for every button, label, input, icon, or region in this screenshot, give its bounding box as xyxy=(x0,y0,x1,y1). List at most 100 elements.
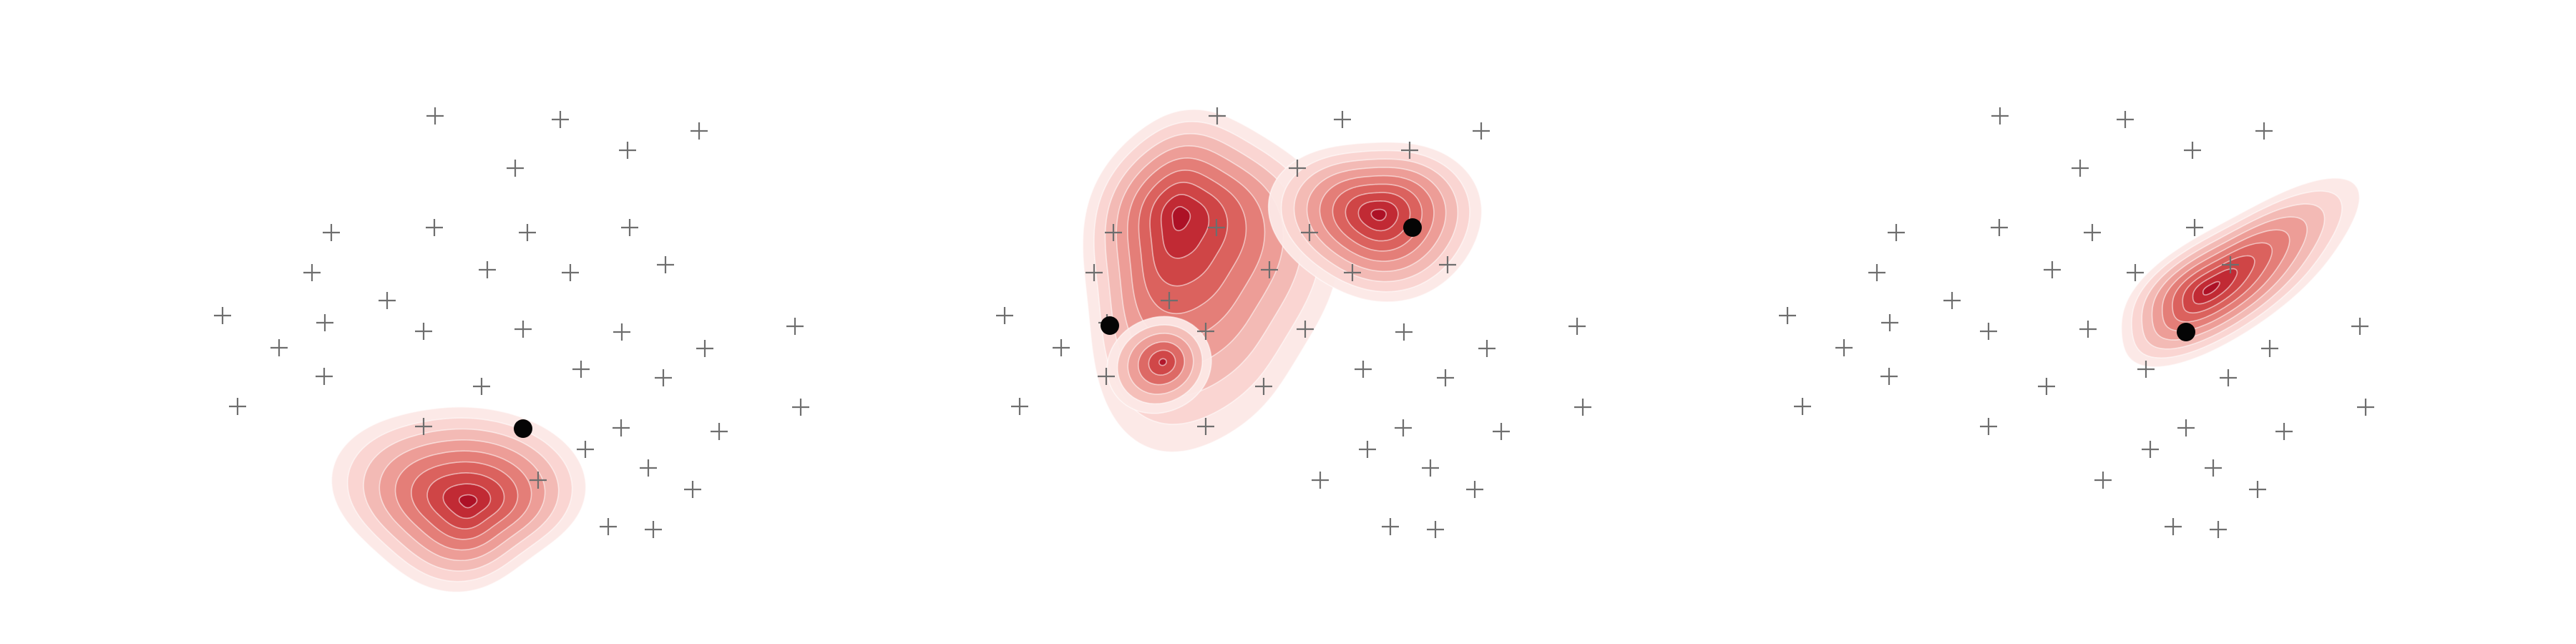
plus-cross-icon xyxy=(1395,419,1412,436)
plus-cross-icon xyxy=(1439,256,1456,273)
plus-cross-icon xyxy=(577,441,594,458)
plus-cross-icon xyxy=(600,518,617,535)
query-point-right xyxy=(2177,323,2195,341)
plus-cross-icon xyxy=(507,160,524,177)
plus-cross-icon xyxy=(786,318,804,335)
plus-cross-icon xyxy=(552,111,569,128)
plus-cross-icon xyxy=(2079,321,2097,338)
plus-cross-icon xyxy=(691,122,708,140)
density-contour-level xyxy=(1158,358,1167,366)
plus-cross-icon xyxy=(1493,423,1510,440)
plus-cross-icon xyxy=(1297,321,1314,338)
plus-cross-icon xyxy=(2038,378,2055,395)
plus-cross-icon xyxy=(415,418,432,435)
plus-cross-icon xyxy=(2249,481,2266,498)
plus-cross-icon xyxy=(1478,340,1496,357)
density-contour-level xyxy=(1171,205,1191,232)
plus-cross-icon xyxy=(619,142,636,159)
plus-cross-icon xyxy=(1197,323,1214,340)
plus-cross-icon xyxy=(2351,318,2368,335)
plus-cross-icon xyxy=(2165,518,2182,535)
plus-cross-icon xyxy=(2186,219,2203,236)
plus-cross-icon xyxy=(1427,521,1444,538)
plus-cross-icon xyxy=(2137,361,2155,378)
plus-cross-icon xyxy=(1991,219,2008,236)
plus-cross-icon xyxy=(1301,224,1318,241)
plus-cross-icon xyxy=(1881,314,1898,331)
plus-cross-icon xyxy=(711,423,728,440)
plus-cross-icon xyxy=(1344,264,1361,281)
plus-cross-icon xyxy=(1208,219,1225,236)
sample-point-grid-left xyxy=(214,107,809,538)
plus-cross-icon xyxy=(415,323,432,340)
density-contour-level xyxy=(2202,280,2220,296)
plus-cross-icon xyxy=(1943,292,1961,309)
plus-cross-icon xyxy=(303,264,321,281)
plus-cross-icon xyxy=(1085,264,1103,281)
sample-point-grid-right xyxy=(1779,107,2374,538)
density-contours-left xyxy=(331,406,587,593)
plus-cross-icon xyxy=(323,224,340,241)
plus-cross-icon xyxy=(1980,323,1997,340)
plus-cross-icon xyxy=(473,378,490,395)
panel-left xyxy=(214,107,809,593)
plus-cross-icon xyxy=(1437,369,1454,386)
plus-cross-icon xyxy=(2357,399,2374,416)
plus-cross-icon xyxy=(1991,107,2009,125)
plus-cross-icon xyxy=(1568,318,1586,335)
plus-cross-icon xyxy=(2044,261,2061,278)
plus-cross-icon xyxy=(1395,323,1413,341)
plus-cross-icon xyxy=(519,224,536,241)
plus-cross-icon xyxy=(270,339,288,356)
plus-cross-icon xyxy=(1466,481,1483,498)
plus-cross-icon xyxy=(426,219,443,236)
plus-cross-icon xyxy=(316,314,333,331)
density-contour-level xyxy=(1370,208,1387,222)
plus-cross-icon xyxy=(2072,160,2089,177)
plus-cross-icon xyxy=(1011,398,1028,415)
plus-cross-icon xyxy=(621,219,638,236)
plus-cross-icon xyxy=(1382,518,1399,535)
plus-cross-icon xyxy=(2255,122,2273,140)
plus-cross-icon xyxy=(214,307,231,324)
sample-point-grid-middle xyxy=(996,107,1591,538)
plus-cross-icon xyxy=(996,307,1013,324)
plus-cross-icon xyxy=(1261,261,1278,278)
plus-cross-icon xyxy=(1053,339,1070,356)
plus-cross-icon xyxy=(1794,398,1811,415)
plus-cross-icon xyxy=(684,481,701,498)
plus-cross-icon xyxy=(1401,142,1418,159)
plus-cross-icon xyxy=(655,369,672,386)
plus-cross-icon xyxy=(1209,107,1226,125)
plus-cross-icon xyxy=(792,399,809,416)
plus-cross-icon xyxy=(2275,423,2293,440)
plus-cross-icon xyxy=(2177,419,2195,436)
query-point-middle-b xyxy=(1403,218,1422,237)
plus-cross-icon xyxy=(1868,264,1885,281)
plus-cross-icon xyxy=(572,361,590,378)
plus-cross-icon xyxy=(2117,111,2134,128)
query-point-middle-a xyxy=(1101,316,1119,335)
plus-cross-icon xyxy=(1098,368,1115,385)
plus-cross-icon xyxy=(1255,378,1272,395)
plus-cross-icon xyxy=(1835,339,1853,356)
panel-middle xyxy=(996,107,1591,538)
plus-cross-icon xyxy=(1422,459,1439,477)
query-point-left xyxy=(514,419,532,438)
plus-cross-icon xyxy=(1161,292,1178,309)
plus-cross-icon xyxy=(1574,399,1591,416)
plus-cross-icon xyxy=(1359,441,1376,458)
density-contours-right xyxy=(2120,177,2361,368)
plus-cross-icon xyxy=(1197,418,1214,435)
plus-cross-icon xyxy=(1880,368,1898,385)
plus-cross-icon xyxy=(645,521,662,538)
plus-cross-icon xyxy=(640,459,657,477)
plus-cross-icon xyxy=(613,419,630,436)
plus-cross-icon xyxy=(426,107,444,125)
plus-cross-icon xyxy=(1105,224,1122,241)
plus-cross-icon xyxy=(1779,307,1796,324)
plus-cross-icon xyxy=(2084,224,2101,241)
plus-cross-icon xyxy=(2184,142,2201,159)
density-contours-middle xyxy=(1082,109,1483,453)
plus-cross-icon xyxy=(2094,472,2112,489)
